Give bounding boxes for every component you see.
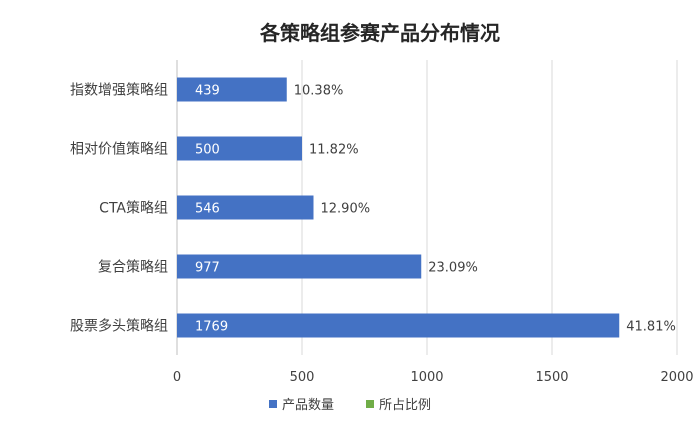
bar — [177, 136, 302, 161]
legend-swatch — [366, 400, 374, 408]
x-tick-label: 2000 — [660, 370, 693, 385]
bar — [177, 313, 620, 338]
bar — [177, 77, 287, 102]
percent-label: 12.90% — [321, 202, 371, 217]
percent-label: 10.38% — [294, 84, 344, 99]
category-label: CTA策略组 — [99, 200, 168, 217]
legend-swatch — [269, 400, 277, 408]
bar-value-label: 546 — [195, 202, 220, 217]
x-tick-label: 1500 — [535, 370, 568, 385]
legend-label: 产品数量 — [282, 398, 334, 413]
category-label: 股票多头策略组 — [70, 318, 168, 335]
labels: 0 500 1000 1500 2000 指数增强策略组 439 10.38% 相对价值策略组 5… — [70, 82, 694, 386]
legend: 产品数量 所占比例 — [269, 398, 431, 413]
bar-value-label: 977 — [195, 261, 220, 276]
legend-label: 所占比例 — [379, 398, 431, 413]
x-tick-label: 500 — [290, 370, 315, 385]
chart-title: 各策略组参赛产品分布情况 — [259, 21, 500, 45]
x-tick-label: 0 — [173, 370, 181, 385]
category-label: 相对价值策略组 — [70, 141, 168, 158]
bar — [177, 254, 422, 279]
percent-label: 11.82% — [309, 143, 359, 158]
bar-value-label: 1769 — [195, 320, 228, 335]
percent-label: 41.81% — [626, 320, 676, 335]
x-tick-label: 1000 — [410, 370, 443, 385]
category-label: 指数增强策略组 — [70, 82, 168, 99]
percent-label: 23.09% — [428, 261, 478, 276]
bars — [177, 77, 620, 338]
bar — [177, 195, 314, 220]
bar-value-label: 439 — [195, 84, 220, 99]
category-label: 复合策略组 — [98, 259, 168, 276]
bar-value-label: 500 — [195, 143, 220, 158]
